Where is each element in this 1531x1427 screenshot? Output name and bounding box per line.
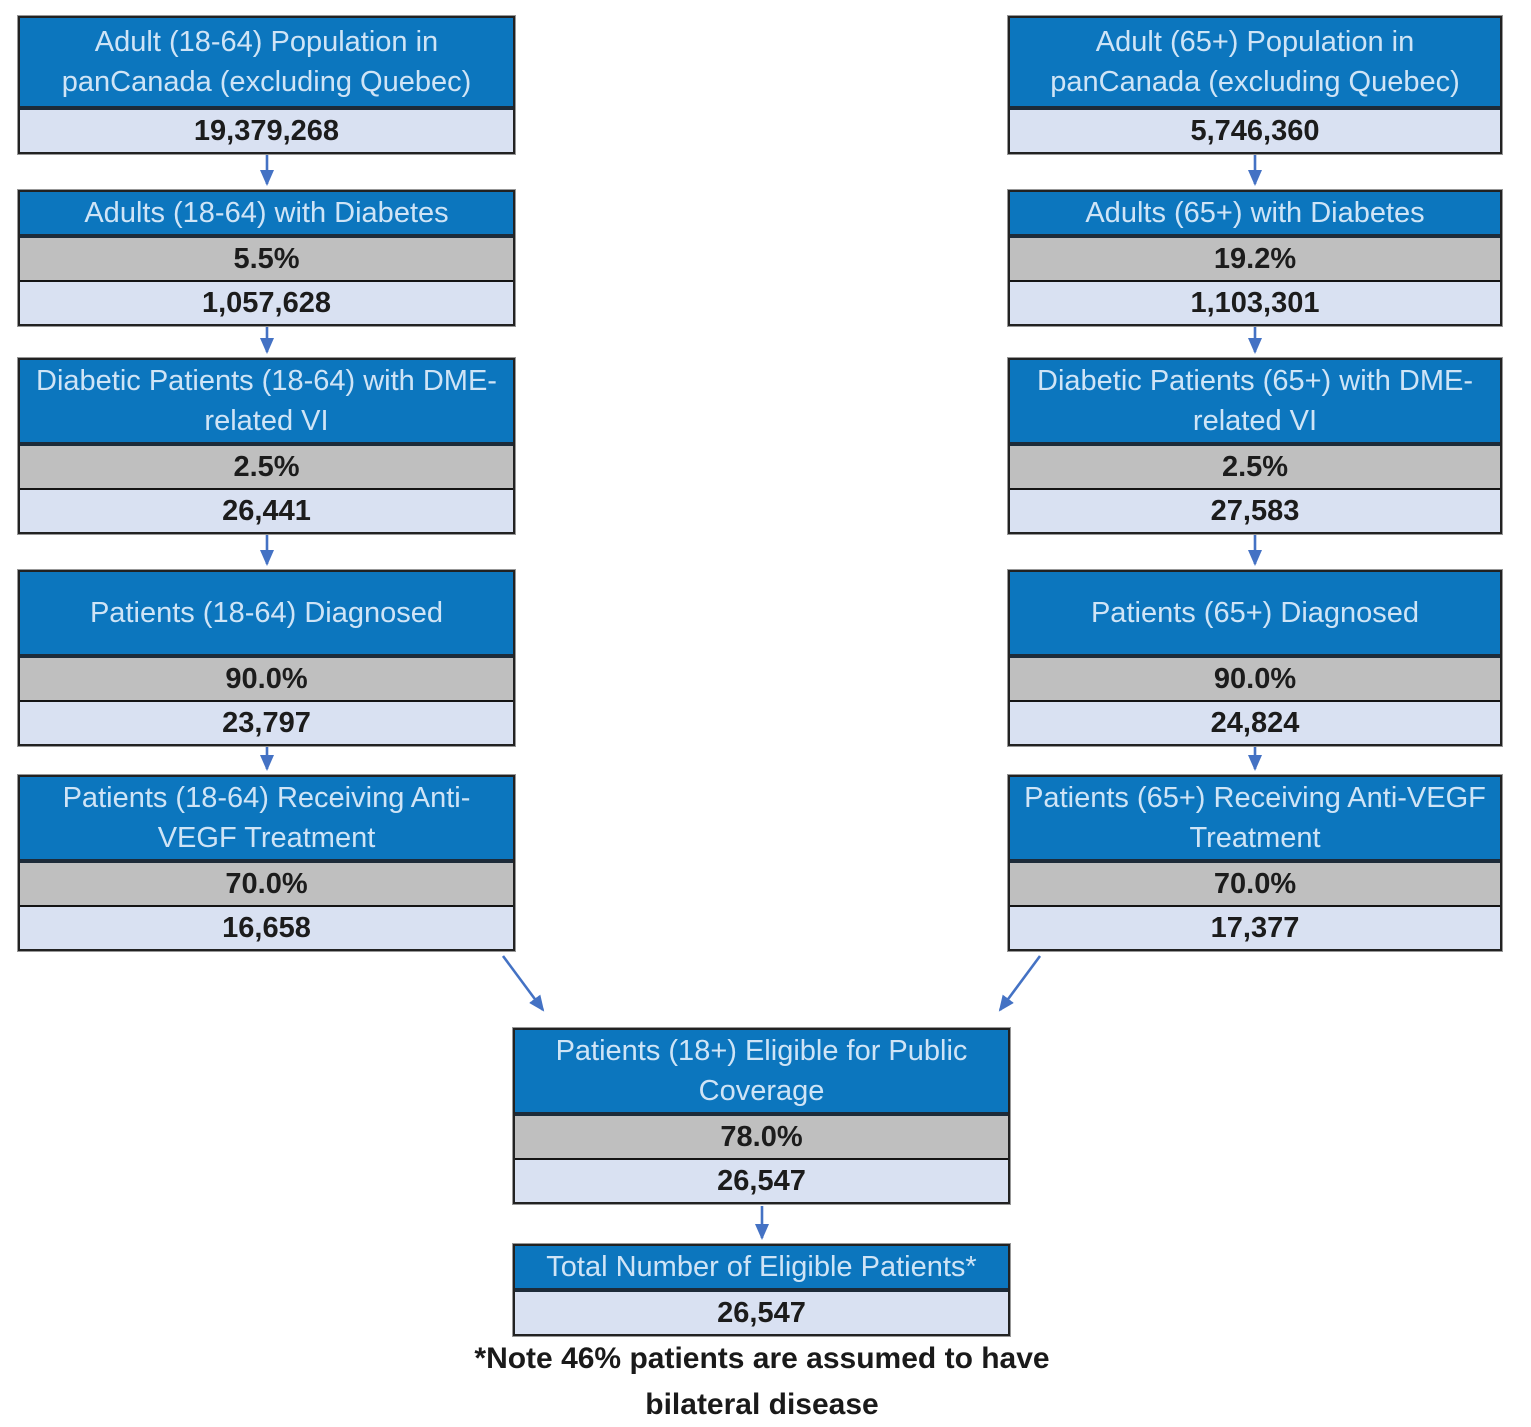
box-title: Patients (65+) Receiving Anti-VEGF Treat… <box>1010 777 1500 859</box>
flow-box-patients-18-64-anti-vegf: Patients (18-64) Receiving Anti-VEGF Tre… <box>17 774 516 952</box>
box-value: 17,377 <box>1010 905 1500 949</box>
box-title: Adult (65+) Population in panCanada (exc… <box>1010 18 1500 106</box>
box-value: 19,379,268 <box>20 106 513 152</box>
box-value: 23,797 <box>20 700 513 744</box>
box-value: 26,547 <box>515 1158 1008 1202</box>
box-percent: 90.0% <box>20 654 513 700</box>
box-percent: 78.0% <box>515 1112 1008 1158</box>
arrow-diagonal-right-icon <box>501 955 545 1012</box>
box-title: Diabetic Patients (18-64) with DME-relat… <box>20 360 513 442</box>
box-title: Diabetic Patients (65+) with DME-related… <box>1010 360 1500 442</box>
arrow-diagonal-left-icon <box>998 955 1042 1012</box>
box-percent: 2.5% <box>1010 442 1500 488</box>
box-value: 1,103,301 <box>1010 280 1500 324</box>
flow-box-total-eligible-patients: Total Number of Eligible Patients* 26,54… <box>512 1243 1011 1337</box>
flow-box-adult-65-population: Adult (65+) Population in panCanada (exc… <box>1007 15 1503 155</box>
box-title: Adults (18-64) with Diabetes <box>20 192 513 234</box>
flow-box-patients-65-diagnosed: Patients (65+) Diagnosed 90.0% 24,824 <box>1007 569 1503 747</box>
box-title: Adult (18-64) Population in panCanada (e… <box>20 18 513 106</box>
box-percent: 19.2% <box>1010 234 1500 280</box>
flow-box-patients-65-anti-vegf: Patients (65+) Receiving Anti-VEGF Treat… <box>1007 774 1503 952</box>
box-title: Patients (65+) Diagnosed <box>1010 572 1500 654</box>
flow-box-adults-65-diabetes: Adults (65+) with Diabetes 19.2% 1,103,3… <box>1007 189 1503 327</box>
flow-box-adult-18-64-population: Adult (18-64) Population in panCanada (e… <box>17 15 516 155</box>
box-title: Patients (18-64) Diagnosed <box>20 572 513 654</box>
box-value: 5,746,360 <box>1010 106 1500 152</box>
box-percent: 70.0% <box>20 859 513 905</box>
box-title: Patients (18-64) Receiving Anti-VEGF Tre… <box>20 777 513 859</box>
box-percent: 90.0% <box>1010 654 1500 700</box>
box-percent: 70.0% <box>1010 859 1500 905</box>
box-value: 27,583 <box>1010 488 1500 532</box>
box-value: 26,441 <box>20 488 513 532</box>
box-value: 1,057,628 <box>20 280 513 324</box>
box-title: Adults (65+) with Diabetes <box>1010 192 1500 234</box>
box-value: 16,658 <box>20 905 513 949</box>
flow-box-eligible-public-coverage: Patients (18+) Eligible for Public Cover… <box>512 1027 1011 1205</box>
box-value: 24,824 <box>1010 700 1500 744</box>
box-percent: 5.5% <box>20 234 513 280</box>
box-title: Patients (18+) Eligible for Public Cover… <box>515 1030 1008 1112</box>
box-title: Total Number of Eligible Patients* <box>515 1246 1008 1288</box>
flow-box-diabetic-18-64-dme-vi: Diabetic Patients (18-64) with DME-relat… <box>17 357 516 535</box>
flow-box-adults-18-64-diabetes: Adults (18-64) with Diabetes 5.5% 1,057,… <box>17 189 516 327</box>
flow-box-diabetic-65-dme-vi: Diabetic Patients (65+) with DME-related… <box>1007 357 1503 535</box>
footnote: *Note 46% patients are assumed to have b… <box>474 1342 1050 1421</box>
box-percent: 2.5% <box>20 442 513 488</box>
box-value: 26,547 <box>515 1288 1008 1334</box>
flow-box-patients-18-64-diagnosed: Patients (18-64) Diagnosed 90.0% 23,797 <box>17 569 516 747</box>
